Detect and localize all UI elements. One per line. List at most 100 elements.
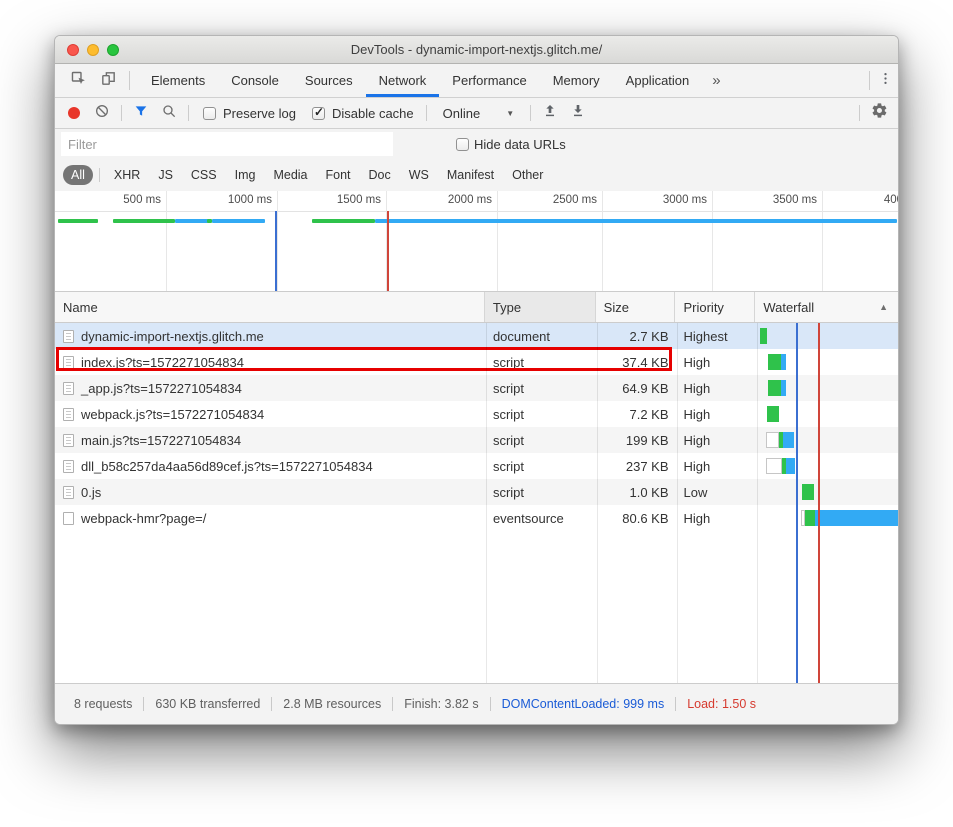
throttling-dropdown[interactable]: Online ▼ (433, 106, 525, 121)
request-name-text: dynamic-import-nextjs.glitch.me (81, 328, 264, 344)
tab-network[interactable]: Network (365, 64, 440, 97)
divider (55, 211, 898, 212)
request-priority-cell: Highest (683, 328, 728, 344)
requests-table-body: dynamic-import-nextjs.glitch.me document 2… (55, 323, 898, 683)
table-row[interactable]: _app.js?ts=1572271054834 script 64.9 KB Hig… (55, 375, 898, 401)
request-name-cell: _app.js?ts=1572271054834 (55, 375, 485, 401)
request-type-filters: All XHR JS CSS Img Media Font Doc WS Manifest Othe… (55, 159, 898, 191)
type-filter-font[interactable]: Font (325, 168, 351, 182)
table-row[interactable]: dll_b58c257da4aa56d89cef.js?ts=157227105… (55, 453, 898, 479)
tab-performance[interactable]: Performance (452, 73, 527, 88)
column-header-type[interactable]: Type (484, 292, 596, 322)
search-icon (161, 103, 177, 124)
tab-memory[interactable]: Memory (552, 73, 600, 88)
hide-data-urls-checkbox[interactable] (456, 137, 469, 151)
request-priority-cell: High (683, 510, 711, 526)
request-type-cell: eventsource (492, 510, 564, 526)
request-name-text: dll_b58c257da4aa56d89cef.js?ts=157227105… (81, 458, 373, 474)
request-waterfall-cell (755, 401, 898, 427)
tab-sources[interactable]: Sources (304, 73, 353, 88)
request-name-cell: webpack.js?ts=1572271054834 (55, 401, 485, 427)
zoom-window-button[interactable] (107, 43, 119, 56)
download-arrow-icon (570, 103, 586, 124)
waterfall-bar-waiting (766, 432, 780, 448)
column-header-size[interactable]: Size (596, 292, 676, 322)
status-item: 2.8 MB resources (272, 697, 394, 711)
request-size-cell: 80.6 KB (622, 510, 669, 526)
type-filter-manifest[interactable]: Manifest (446, 168, 495, 182)
timeline-tick-label: 4000 ms (883, 194, 898, 206)
type-filter-media[interactable]: Media (273, 168, 308, 182)
domcontentloaded-line (796, 323, 798, 683)
type-filter-xhr[interactable]: XHR (113, 168, 141, 182)
clear-icon (94, 103, 110, 124)
request-size-cell: 1.0 KB (629, 484, 669, 500)
preserve-log-checkbox[interactable] (203, 106, 216, 120)
column-header-waterfall[interactable]: Waterfall ▲ (755, 292, 898, 322)
overview-bar-segment (113, 219, 175, 223)
device-toolbar-button[interactable] (95, 68, 121, 94)
table-row[interactable]: 0.js script 1.0 KB Low (55, 479, 898, 505)
request-waterfall-cell (755, 427, 898, 453)
column-header-label: Waterfall (763, 299, 815, 315)
request-name-cell: webpack-hmr?page=/ (55, 505, 485, 531)
type-filter-doc[interactable]: Doc (368, 168, 391, 182)
disable-cache-checkbox[interactable] (311, 105, 325, 120)
waterfall-bar-blue (781, 354, 787, 370)
tab-console[interactable]: Console (231, 73, 279, 88)
minimize-window-button[interactable] (87, 43, 99, 56)
type-filter-img[interactable]: Img (234, 168, 256, 182)
filter-input[interactable] (61, 132, 393, 156)
column-header-priority[interactable]: Priority (675, 292, 756, 322)
table-row[interactable]: webpack-hmr?page=/ eventsource 80.6 KB High (55, 505, 898, 531)
filter-toggle-button[interactable] (128, 100, 154, 126)
tab-application[interactable]: Application (625, 73, 690, 88)
request-name-cell: dll_b58c257da4aa56d89cef.js?ts=157227105… (55, 453, 485, 479)
more-tabs-button[interactable]: » (712, 72, 721, 89)
table-row[interactable]: webpack.js?ts=1572271054834 script 7.2 KB H… (55, 401, 898, 427)
column-header-label: Name (63, 299, 98, 315)
column-header-label: Type (492, 299, 522, 315)
waterfall-bar-green (768, 354, 782, 370)
table-row[interactable]: dynamic-import-nextjs.glitch.me document 2… (55, 323, 898, 349)
tab-elements[interactable]: Elements (151, 73, 206, 88)
record-network-log-button[interactable] (61, 100, 87, 126)
network-overview-timeline[interactable]: 500 ms 1000 ms 1500 ms 2000 ms 2500 ms 3000 m… (55, 191, 898, 292)
inspect-element-button[interactable] (65, 68, 91, 94)
export-har-button[interactable] (565, 100, 591, 126)
type-filter-other[interactable]: Other (512, 168, 544, 182)
request-waterfall-cell (755, 323, 898, 349)
type-filter-css[interactable]: CSS (190, 168, 217, 182)
type-filter-all[interactable]: All (63, 165, 93, 185)
overview-bar-segment (212, 219, 265, 223)
hide-data-urls-label: Hide data URLs (474, 136, 566, 152)
request-priority-cell: High (683, 458, 711, 474)
waterfall-bar-blue (783, 432, 795, 448)
devtools-window: DevTools - dynamic-import-nextjs.glitch.… (54, 35, 899, 725)
table-row[interactable]: main.js?ts=1572271054834 script 199 KB High (55, 427, 898, 453)
type-filter-js[interactable]: JS (158, 168, 173, 182)
request-waterfall-cell (755, 453, 898, 479)
gear-icon (871, 102, 888, 124)
search-button[interactable] (156, 100, 182, 126)
type-filter-ws[interactable]: WS (408, 168, 429, 182)
file-doc-icon (63, 485, 74, 499)
network-settings-button[interactable] (866, 100, 892, 126)
disable-cache-label: Disable cache (331, 105, 414, 121)
waterfall-bar-waiting (801, 510, 806, 526)
request-size-cell: 237 KB (625, 458, 669, 474)
timeline-gridline (822, 191, 823, 291)
titlebar: DevTools - dynamic-import-nextjs.glitch.… (55, 36, 898, 64)
load-line (818, 323, 820, 683)
devtools-menu-button[interactable] (872, 68, 898, 94)
divider (98, 168, 100, 182)
timeline-gridline (712, 191, 713, 291)
timeline-tick-label: 1000 ms (227, 194, 272, 206)
request-name-text: webpack.js?ts=1572271054834 (81, 406, 265, 422)
import-har-button[interactable] (537, 100, 563, 126)
table-row[interactable]: index.js?ts=1572271054834 script 37.4 KB Hi… (55, 347, 898, 375)
clear-network-log-button[interactable] (89, 100, 115, 126)
timeline-tick-label: 2000 ms (447, 194, 492, 206)
close-window-button[interactable] (67, 43, 79, 56)
column-header-name[interactable]: Name (55, 292, 485, 322)
